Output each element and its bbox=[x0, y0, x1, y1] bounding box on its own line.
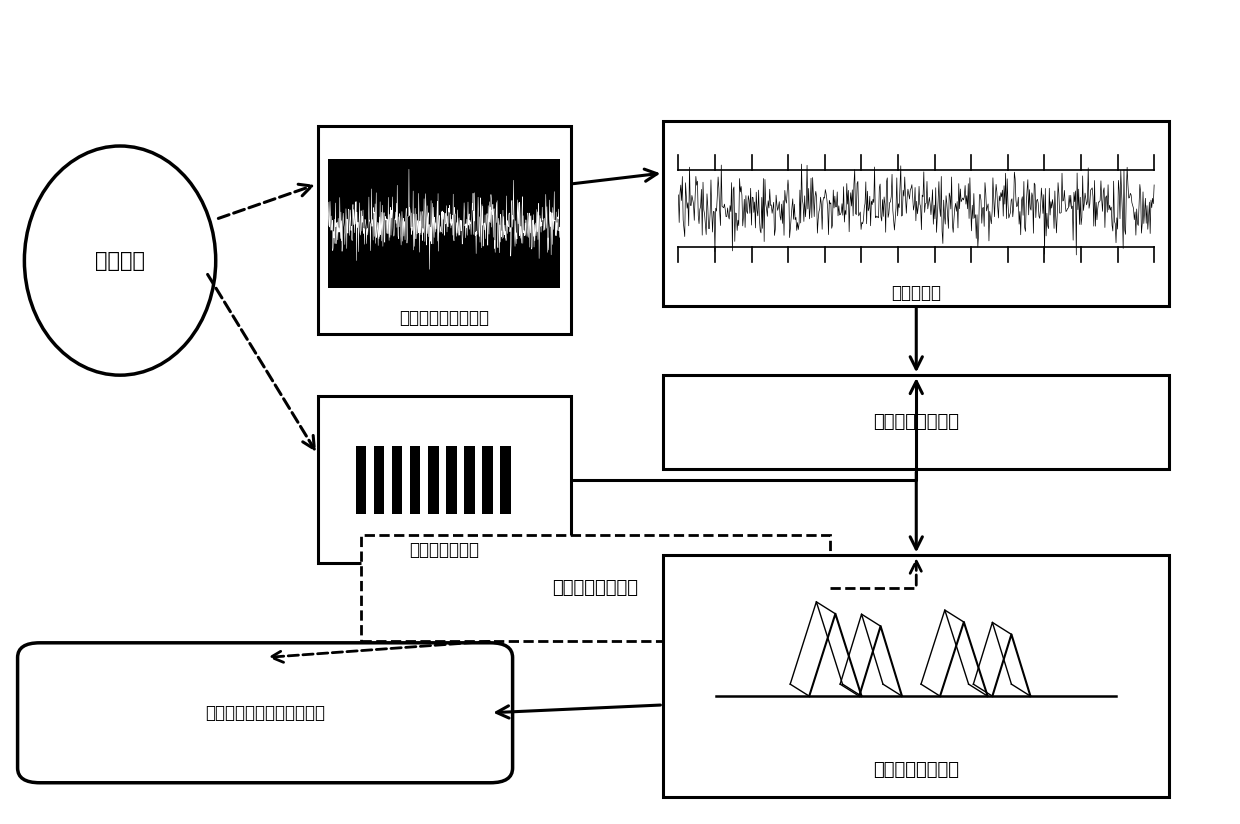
FancyBboxPatch shape bbox=[361, 535, 830, 641]
Text: 划分数据块: 划分数据块 bbox=[892, 283, 941, 302]
Bar bbox=[501, 446, 511, 513]
Text: 采集的原始振动信号: 采集的原始振动信号 bbox=[399, 308, 489, 326]
FancyBboxPatch shape bbox=[317, 125, 570, 335]
Bar bbox=[327, 159, 560, 288]
Bar bbox=[392, 446, 402, 513]
FancyBboxPatch shape bbox=[663, 375, 1169, 470]
Bar bbox=[373, 446, 384, 513]
Bar bbox=[356, 446, 366, 513]
Text: 二次相位耦合机制: 二次相位耦合机制 bbox=[552, 579, 639, 597]
Ellipse shape bbox=[25, 146, 216, 375]
Bar bbox=[482, 446, 492, 513]
FancyBboxPatch shape bbox=[663, 121, 1169, 306]
Text: 等角度插值重采样: 等角度插值重采样 bbox=[873, 413, 960, 431]
Bar bbox=[428, 446, 439, 513]
FancyBboxPatch shape bbox=[17, 643, 512, 783]
Text: 提取解调分量上的故障特征: 提取解调分量上的故障特征 bbox=[205, 704, 325, 722]
Bar bbox=[446, 446, 456, 513]
Text: 对应的转速信号: 对应的转速信号 bbox=[409, 541, 479, 559]
Bar bbox=[464, 446, 475, 513]
FancyBboxPatch shape bbox=[663, 555, 1169, 797]
Bar bbox=[410, 446, 420, 513]
Text: 改进双谱分析算法: 改进双谱分析算法 bbox=[873, 761, 960, 780]
Text: 轴承系统: 轴承系统 bbox=[95, 250, 145, 270]
FancyBboxPatch shape bbox=[317, 396, 570, 564]
